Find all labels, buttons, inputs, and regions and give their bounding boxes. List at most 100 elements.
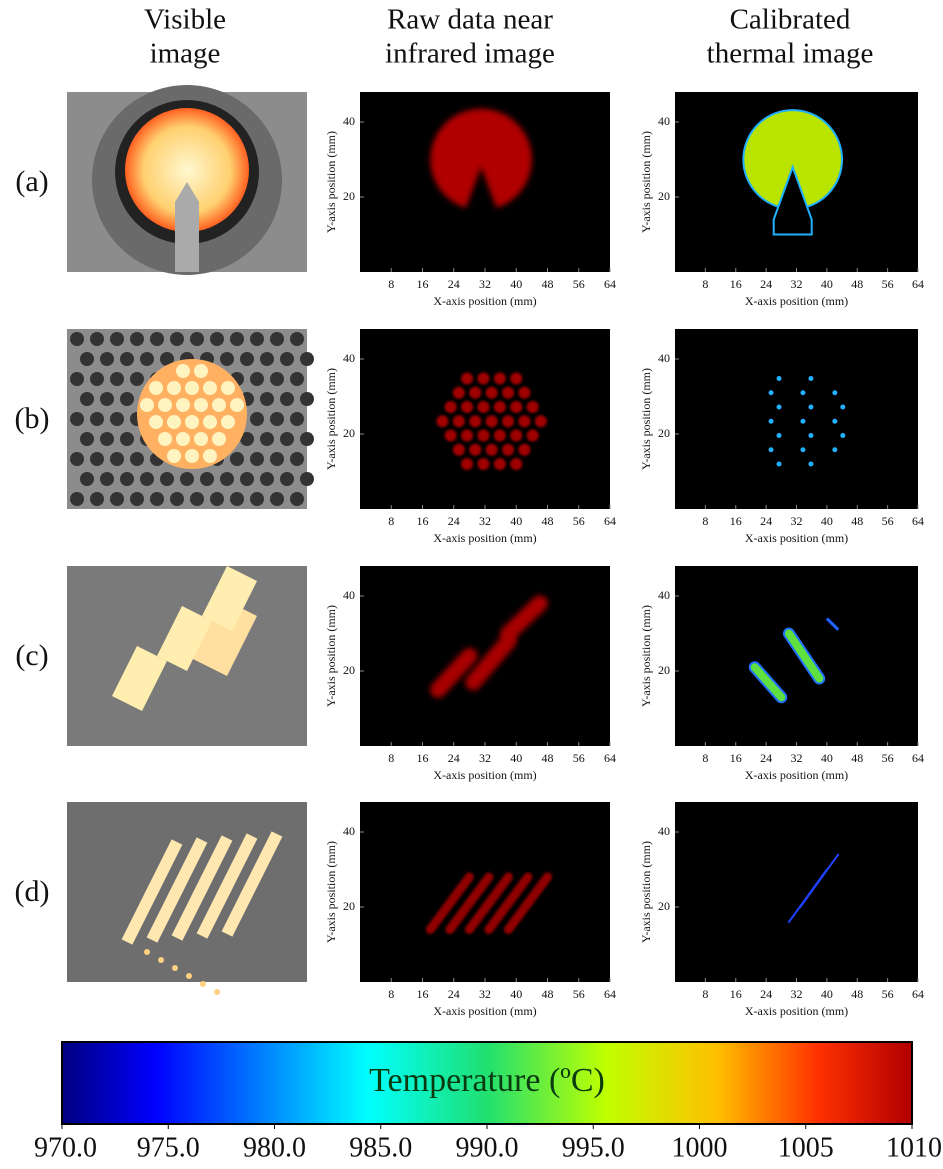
shape xyxy=(200,981,206,987)
y-axis-label: Y-axis position (mm) xyxy=(324,368,338,470)
shape xyxy=(840,433,845,438)
shape xyxy=(120,472,134,486)
shape xyxy=(518,415,530,427)
shape xyxy=(100,392,114,406)
shape xyxy=(210,492,224,506)
shape xyxy=(260,432,274,446)
x-tick-label: 48 xyxy=(542,514,554,528)
shape xyxy=(777,462,782,467)
row-label: (b) xyxy=(15,402,50,435)
shape xyxy=(80,472,94,486)
shape xyxy=(502,387,514,399)
x-axis-label: X-axis position (mm) xyxy=(745,531,848,545)
x-tick-label: 64 xyxy=(604,987,616,1001)
shape xyxy=(221,415,235,429)
y-tick-label: 40 xyxy=(343,351,355,365)
x-tick-label: 40 xyxy=(821,751,833,765)
row-label: (d) xyxy=(15,875,50,908)
x-tick-label: 16 xyxy=(730,751,742,765)
shape xyxy=(777,405,782,410)
x-tick-label: 8 xyxy=(388,514,394,528)
shape xyxy=(445,430,457,442)
column-header: Calibrated xyxy=(730,4,851,36)
shape xyxy=(436,415,448,427)
shape xyxy=(769,447,774,452)
x-tick-label: 48 xyxy=(851,277,863,291)
shape xyxy=(194,364,208,378)
shape xyxy=(270,492,284,506)
y-tick-label: 20 xyxy=(658,899,670,913)
shape xyxy=(769,390,774,395)
x-tick-label: 56 xyxy=(573,514,585,528)
shape xyxy=(280,432,294,446)
figure: VisibleimageRaw data nearinfrared imageC… xyxy=(0,0,943,1169)
shape xyxy=(486,387,498,399)
column-header: thermal image xyxy=(707,38,874,70)
row-label: (c) xyxy=(15,639,48,672)
thermal-plot xyxy=(675,802,918,982)
shape xyxy=(130,452,144,466)
shape xyxy=(167,449,181,463)
shape xyxy=(800,419,805,424)
shape xyxy=(203,449,217,463)
colorbar-tick-label: 970.0 xyxy=(34,1132,97,1163)
y-axis-label: Y-axis position (mm) xyxy=(324,131,338,233)
y-tick-label: 20 xyxy=(343,663,355,677)
x-tick-label: 48 xyxy=(542,277,554,291)
shape xyxy=(360,802,610,982)
shape xyxy=(675,802,918,982)
shape xyxy=(477,401,489,413)
shape xyxy=(469,387,481,399)
shape xyxy=(149,381,163,395)
shape xyxy=(100,432,114,446)
shape xyxy=(158,957,164,963)
x-tick-label: 24 xyxy=(448,277,460,291)
x-tick-label: 32 xyxy=(791,514,803,528)
shape xyxy=(453,415,465,427)
shape xyxy=(90,452,104,466)
shape xyxy=(469,415,481,427)
shape xyxy=(200,472,214,486)
x-tick-label: 8 xyxy=(702,751,708,765)
x-tick-label: 8 xyxy=(388,987,394,1001)
thermal-plot xyxy=(675,566,918,746)
shape xyxy=(832,447,837,452)
shape xyxy=(110,492,124,506)
shape xyxy=(150,492,164,506)
shape xyxy=(67,802,307,982)
x-tick-label: 56 xyxy=(882,751,894,765)
shape xyxy=(144,949,150,955)
shape xyxy=(477,458,489,470)
shape xyxy=(203,415,217,429)
shape xyxy=(777,433,782,438)
shape xyxy=(250,452,264,466)
x-tick-label: 64 xyxy=(912,751,924,765)
shape xyxy=(190,332,204,346)
x-tick-label: 24 xyxy=(448,987,460,1001)
x-tick-label: 8 xyxy=(388,277,394,291)
x-axis-label: X-axis position (mm) xyxy=(745,768,848,782)
x-tick-label: 40 xyxy=(821,514,833,528)
nir-plot xyxy=(360,802,610,982)
x-axis-label: X-axis position (mm) xyxy=(745,1004,848,1018)
x-tick-label: 16 xyxy=(730,277,742,291)
shape xyxy=(445,401,457,413)
x-tick-label: 32 xyxy=(479,277,491,291)
shape xyxy=(270,372,284,386)
shape xyxy=(808,376,813,381)
x-tick-label: 48 xyxy=(542,751,554,765)
y-tick-label: 40 xyxy=(658,824,670,838)
shape xyxy=(290,492,304,506)
shape xyxy=(230,452,244,466)
x-tick-label: 56 xyxy=(882,277,894,291)
x-tick-label: 56 xyxy=(882,514,894,528)
shape xyxy=(510,430,522,442)
shape xyxy=(150,332,164,346)
shape xyxy=(194,398,208,412)
shape xyxy=(160,472,174,486)
x-tick-label: 48 xyxy=(542,987,554,1001)
y-tick-label: 40 xyxy=(658,588,670,602)
shape xyxy=(486,415,498,427)
shape xyxy=(518,387,530,399)
shape xyxy=(176,432,190,446)
